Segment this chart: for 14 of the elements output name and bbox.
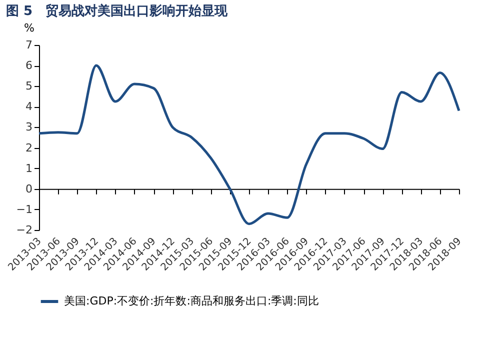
legend-label: 美国:GDP:不变价:折年数:商品和服务出口:季调:同比 xyxy=(64,294,319,308)
y-tick-label: 2 xyxy=(26,141,32,154)
y-tick-label: 4 xyxy=(26,100,32,114)
y-tick-label: 0 xyxy=(26,182,32,196)
y-tick-label: −2 xyxy=(16,224,32,236)
chart-title: 图 5 贸易战对美国出口影响开始显现 xyxy=(6,3,228,19)
y-tick-label: 3 xyxy=(26,120,32,134)
y-tick-label: 6 xyxy=(26,59,32,72)
y-tick-label: 5 xyxy=(26,80,32,93)
y-tick-label: 1 xyxy=(26,162,32,175)
y-tick-label: 7 xyxy=(26,38,32,52)
y-tick-label: −1 xyxy=(16,202,32,216)
line-series xyxy=(38,64,460,226)
y-axis-title: % xyxy=(24,22,34,34)
